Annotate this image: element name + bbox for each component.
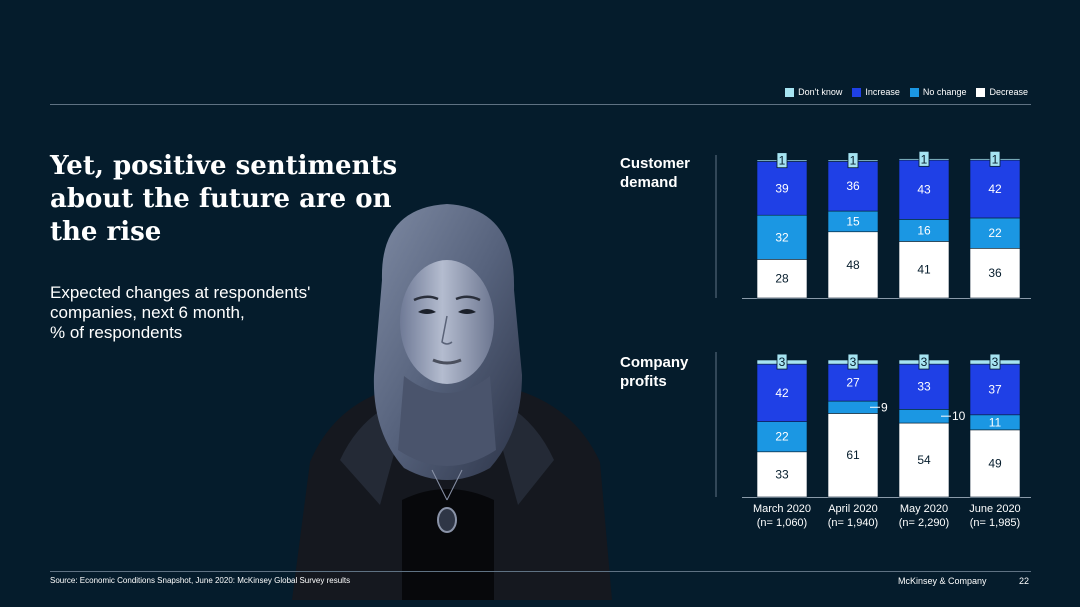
customer-demand-bar-decrease-1 [827,231,879,299]
company-profits-bar-increase-3 [969,363,1021,416]
company-profits-value-decrease-1: 61 [846,448,860,462]
customer-demand-value-don-t-know-0: 1 [779,154,786,168]
customer-demand-value-increase-0: 39 [775,181,789,195]
company-profits-bar-decrease-0 [756,451,808,498]
customer-demand-bar-increase-1 [827,161,879,212]
company-profits-bar-no-change-0 [756,421,808,453]
company-profits-badge-3 [989,353,1001,370]
category-label-0-line-0: March 2020 [753,503,811,515]
customer-demand-value-decrease-2: 41 [917,263,931,277]
company-profits-value-increase-1: 27 [846,376,860,390]
customer-demand-value-decrease-3: 36 [988,266,1002,280]
category-label-2-line-1: (n= 2,290) [899,517,949,529]
customer-demand-value-don-t-know-2: 1 [921,152,928,166]
legend-swatch-decrease [976,87,986,97]
customer-demand-bar-no-change-0 [756,214,808,260]
customer-demand-value-don-t-know-1: 1 [850,154,857,168]
footer-rule [50,571,1031,572]
customer-demand-value-increase-2: 43 [917,183,931,197]
customer-demand-badge-2 [918,150,930,167]
company-profits-value-don-t-know-2: 3 [921,355,928,369]
company-profits-value-increase-3: 37 [988,382,1002,396]
customer-demand-badge-3 [989,150,1001,167]
customer-demand-value-increase-1: 36 [846,179,860,193]
legend-item-decrease: Decrease [976,87,1028,97]
customer-demand-bar-no-change-3 [969,217,1021,249]
category-label-3-line-1: (n= 1,985) [970,517,1020,529]
company-profits-value-increase-0: 42 [775,386,789,400]
company-profits-value-decrease-2: 54 [917,453,931,467]
company-profits-value-no-change-0: 22 [775,430,789,444]
customer-demand-badge-0 [776,152,788,169]
source-note: Source: Economic Conditions Snapshot, Ju… [50,576,351,585]
panel-label-company-profits: Company profits [620,354,689,390]
customer-demand-bar-increase-0 [756,161,808,216]
legend-label-dont-know: Don't know [798,87,843,97]
company-profits-bar-decrease-1 [827,413,879,498]
customer-demand-value-increase-3: 42 [988,182,1002,196]
top-rule [50,104,1031,105]
company-profits-value-decrease-3: 49 [988,456,1002,470]
category-label-2-line-0: May 2020 [900,503,948,515]
company-profits-badge-0 [776,353,788,370]
portrait-photo [292,204,612,600]
brand-name: McKinsey & Company [898,576,987,586]
company-profits-bar-decrease-2 [898,422,950,498]
legend-item-dont-know: Don't know [785,87,842,97]
customer-demand-bar-decrease-2 [898,241,950,299]
legend-label-increase: Increase [865,87,900,97]
company-profits-bar-increase-0 [756,363,808,422]
customer-demand-bar-decrease-3 [969,248,1021,299]
company-profits-value-decrease-0: 33 [775,467,789,481]
panel-label-customer-demand: Customer demand [620,155,691,191]
company-profits-badge-1 [847,353,859,370]
page-title: Yet, positive sentiments about the futur… [50,151,398,247]
legend-item-no-change: No change [909,87,967,97]
category-label-3-line-0: June 2020 [969,503,1020,515]
company-profits-value-don-t-know-3: 3 [992,355,999,369]
company-profits-value-no-change-2: 10 [952,409,966,423]
customer-demand-value-no-change-1: 15 [846,214,860,228]
legend-swatch-increase [852,87,862,97]
company-profits-value-no-change-1: 9 [881,400,888,414]
legend-swatch-no-change [909,87,919,97]
legend-label-decrease: Decrease [989,87,1028,97]
customer-demand-value-don-t-know-3: 1 [992,152,999,166]
customer-demand-value-no-change-3: 22 [988,226,1002,240]
company-profits-value-don-t-know-1: 3 [850,355,857,369]
company-profits-value-increase-2: 33 [917,380,931,394]
legend-label-no-change: No change [922,87,967,97]
company-profits-value-don-t-know-0: 3 [779,355,786,369]
customer-demand-value-no-change-0: 32 [775,230,789,244]
customer-demand-value-decrease-1: 48 [846,258,860,272]
company-profits-bar-increase-1 [827,363,879,402]
chart-subtitle: Expected changes at respondents' compani… [50,283,311,342]
category-label-1-line-0: April 2020 [828,503,878,515]
category-label-0-line-1: (n= 1,060) [757,517,807,529]
legend-item-increase: Increase [852,87,900,97]
category-label-1-line-1: (n= 1,940) [828,517,878,529]
company-profits-bar-increase-2 [898,363,950,410]
chart-legend: Don't know Increase No change Decrease [785,87,1028,97]
company-profits-value-no-change-3: 11 [989,415,1002,429]
customer-demand-bar-increase-2 [898,159,950,220]
customer-demand-value-no-change-2: 16 [917,223,931,237]
customer-demand-badge-1 [847,152,859,169]
page-number: 22 [1019,576,1030,586]
company-profits-badge-2 [918,353,930,370]
customer-demand-value-decrease-0: 28 [775,272,789,286]
legend-swatch-dont-know [785,87,795,97]
company-profits-bar-decrease-3 [969,429,1021,498]
